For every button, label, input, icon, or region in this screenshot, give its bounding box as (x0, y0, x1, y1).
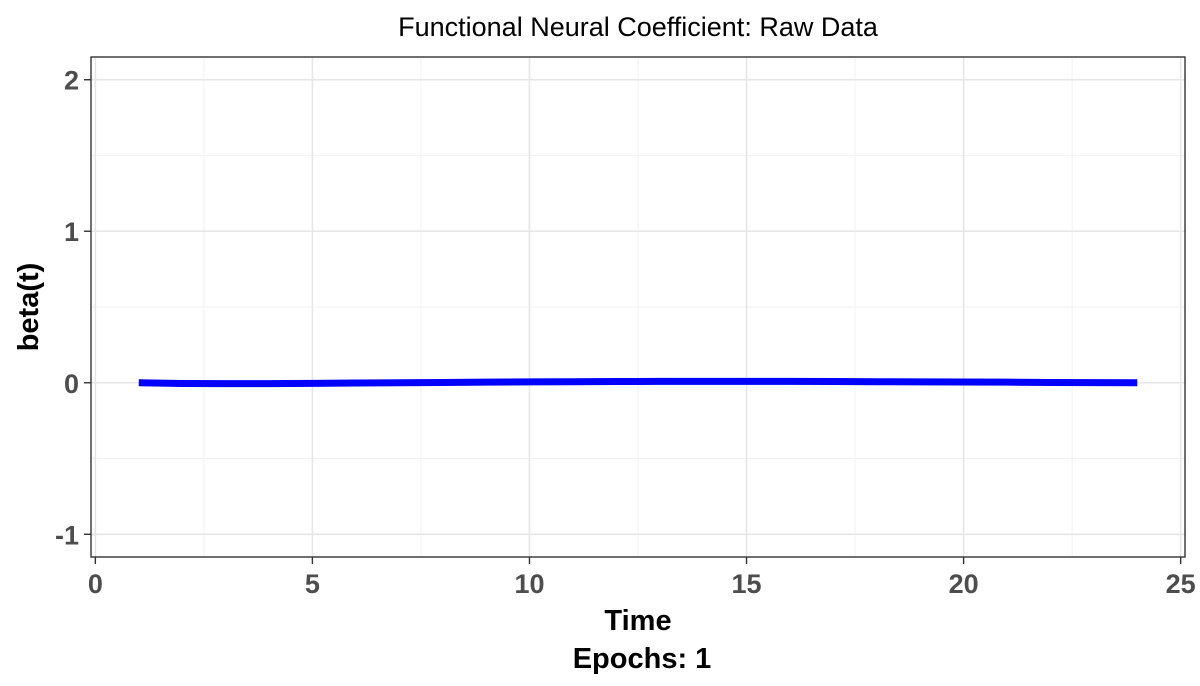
x-axis: 0 5 10 15 20 25 (88, 557, 1196, 599)
y-tick-label: 2 (64, 66, 79, 96)
y-tick-label: 0 (64, 369, 79, 399)
y-axis-title: beta(t) (13, 263, 45, 352)
series-layer (138, 377, 1138, 388)
x-tick-label: 20 (949, 569, 979, 599)
beta-series-line (138, 377, 1138, 388)
y-tick-label: 1 (64, 217, 79, 247)
plot-panel-border (90, 56, 1186, 558)
major-gridlines (91, 57, 1185, 557)
y-axis: -1 0 1 2 (55, 66, 91, 550)
x-tick-label: 5 (305, 569, 320, 599)
x-axis-caption: Epochs: 1 (573, 643, 712, 675)
x-tick-label: 15 (732, 569, 762, 599)
x-axis-title: Time (604, 605, 671, 637)
y-tick-label: -1 (55, 520, 79, 550)
x-tick-label: 25 (1166, 569, 1196, 599)
minor-gridlines (91, 57, 1185, 557)
x-tick-label: 10 (514, 569, 544, 599)
chart-title: Functional Neural Coefficient: Raw Data (398, 12, 879, 42)
x-tick-label: 0 (88, 569, 103, 599)
